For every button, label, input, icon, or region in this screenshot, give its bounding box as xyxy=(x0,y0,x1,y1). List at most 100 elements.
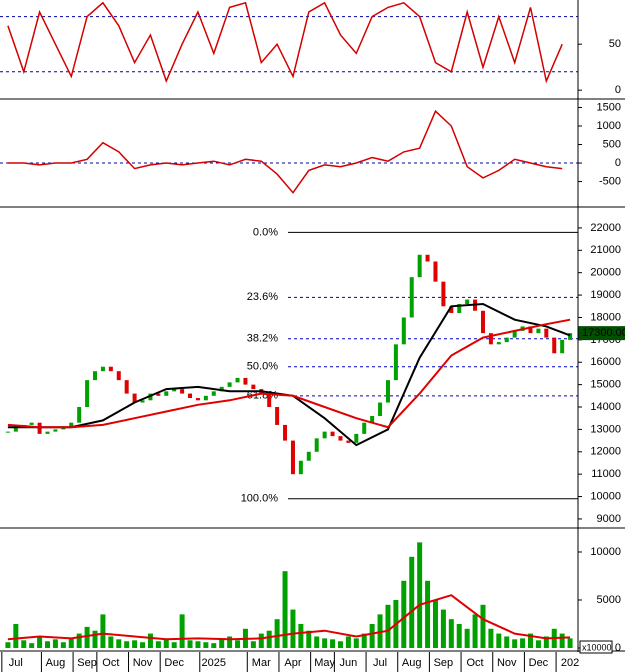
volume-bar xyxy=(472,614,478,648)
volume-bar xyxy=(314,636,320,648)
candle xyxy=(298,460,303,475)
volume-bar xyxy=(401,580,407,648)
volume-bar xyxy=(235,640,241,648)
candle xyxy=(393,344,398,381)
x-tick-label: Nov xyxy=(497,657,517,669)
candle xyxy=(69,422,74,428)
candle xyxy=(148,393,153,401)
candle xyxy=(93,371,98,381)
x-tick-label: Dec xyxy=(529,657,549,669)
fib-label: 50.0% xyxy=(247,361,278,373)
candle xyxy=(45,431,50,434)
candle xyxy=(362,422,367,434)
unit-box xyxy=(579,640,613,654)
volume-bar xyxy=(108,636,114,648)
volume-bar xyxy=(504,636,510,648)
fib-label: 23.6% xyxy=(247,291,278,303)
candle xyxy=(283,424,288,441)
fib-label: 100.0% xyxy=(241,493,279,505)
candle xyxy=(37,422,42,434)
candle xyxy=(235,377,240,383)
volume-bar xyxy=(369,623,375,648)
candle xyxy=(314,438,319,452)
y-tick-label: 16000 xyxy=(590,356,621,368)
volume-bar xyxy=(520,638,526,648)
x-tick-label: Sep xyxy=(434,657,454,669)
y-tick-label: 18000 xyxy=(590,311,621,323)
volume-bar xyxy=(211,643,217,648)
candle xyxy=(457,304,462,313)
fib-label: 38.2% xyxy=(247,333,278,345)
volume-bar xyxy=(322,638,328,648)
indicator-line xyxy=(7,1,563,84)
volume-bar xyxy=(92,630,98,648)
volume-bar xyxy=(361,633,367,648)
candle xyxy=(449,306,454,313)
y-tick-label: 20000 xyxy=(590,267,621,279)
y-tick-label: 19000 xyxy=(590,289,621,301)
volume-bar xyxy=(464,628,470,648)
volume-bar xyxy=(45,641,51,648)
volume-bar xyxy=(496,633,502,648)
volume-bar xyxy=(187,640,193,648)
candle xyxy=(425,254,430,262)
candle xyxy=(172,389,177,392)
volume-bar xyxy=(298,623,304,648)
volume-bar xyxy=(147,633,153,648)
candle xyxy=(385,380,390,403)
y-tick-label: 10000 xyxy=(590,546,621,558)
volume-bar xyxy=(124,641,130,648)
y-tick-label: 10000 xyxy=(590,490,621,502)
candle xyxy=(330,431,335,437)
y-tick-label: 0 xyxy=(615,157,621,169)
volume-bar xyxy=(76,633,82,648)
candle xyxy=(480,310,485,334)
x-tick-label: Oct xyxy=(102,657,119,669)
volume-bar xyxy=(432,599,438,648)
volume-bar xyxy=(140,642,146,648)
candle xyxy=(275,407,280,425)
candle xyxy=(251,384,256,390)
candle xyxy=(488,333,493,345)
candle xyxy=(560,339,565,354)
volume-bar xyxy=(385,604,391,648)
volume-bar xyxy=(266,630,272,648)
candle xyxy=(465,299,470,305)
volume-bar xyxy=(203,642,209,648)
volume-bar xyxy=(448,619,454,648)
volume-bar xyxy=(171,642,177,648)
candle xyxy=(164,391,169,396)
moving-average xyxy=(7,318,571,429)
candle xyxy=(346,440,351,443)
volume-bar xyxy=(440,609,446,648)
x-tick-label: Oct xyxy=(467,657,484,669)
candle xyxy=(132,393,137,403)
volume-bar xyxy=(567,638,573,648)
x-tick-label: 2025 xyxy=(202,657,226,669)
y-tick-label: 9000 xyxy=(597,513,621,525)
volume-bar xyxy=(29,643,35,648)
candle xyxy=(243,377,248,385)
candle xyxy=(536,328,541,334)
y-tick-label: -500 xyxy=(599,175,621,187)
candle xyxy=(53,429,58,432)
x-tick-label: Mar xyxy=(252,657,271,669)
volume-bar xyxy=(512,639,518,648)
last-price-box xyxy=(578,326,625,341)
x-tick-label: May xyxy=(314,657,335,669)
y-tick-label: 1000 xyxy=(597,120,621,132)
y-tick-label: 22000 xyxy=(590,222,621,234)
x-tick-label: Jul xyxy=(373,657,387,669)
candle xyxy=(496,342,501,345)
candle xyxy=(512,330,517,338)
volume-bar xyxy=(535,640,541,648)
volume-bar xyxy=(163,639,169,648)
volume-bar xyxy=(227,636,233,648)
volume-bar xyxy=(195,641,201,648)
volume-bar xyxy=(132,640,138,648)
last-price-label: 17300.00 xyxy=(582,327,625,339)
candle xyxy=(85,380,90,408)
candle xyxy=(219,386,224,392)
candle xyxy=(100,366,105,372)
